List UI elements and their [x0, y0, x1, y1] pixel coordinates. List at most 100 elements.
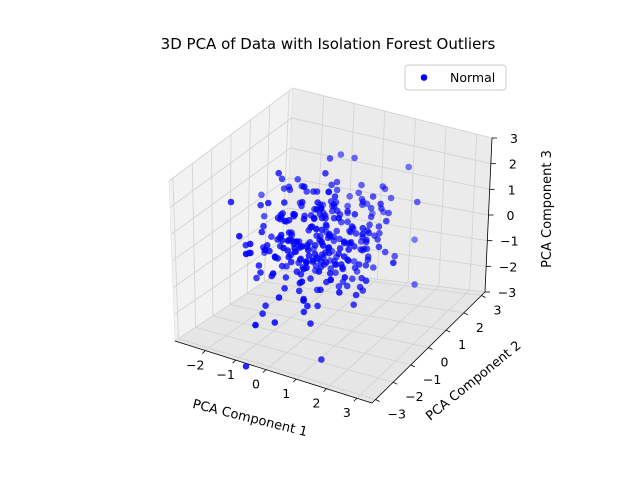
z-tick-label: 1 [508, 182, 516, 197]
scatter-point [275, 169, 283, 177]
scatter-point [351, 243, 358, 250]
z-axis-label: PCA Component 3 [540, 150, 555, 268]
scatter-point [359, 201, 366, 209]
scatter-point [310, 214, 318, 222]
y-tick-mark [428, 347, 433, 350]
scatter-point [350, 301, 358, 309]
scatter-point [333, 178, 341, 186]
scatter-point [307, 320, 314, 327]
scatter-point [344, 218, 351, 226]
x-axis-line [174, 340, 373, 404]
scatter-points [227, 151, 421, 370]
scatter-point [367, 213, 375, 221]
scatter-point [375, 223, 383, 230]
scatter-point [277, 211, 285, 219]
scatter-point [411, 236, 418, 243]
scatter-point [326, 270, 334, 277]
scatter-point [275, 294, 283, 301]
y-tick-label: 3 [493, 302, 501, 317]
grid-line-z-back [291, 117, 491, 165]
y-tick-mark [463, 312, 468, 316]
chart-title: 3D PCA of Data with Isolation Forest Out… [161, 35, 496, 53]
scatter-point [331, 193, 339, 200]
scatter-point [335, 283, 343, 290]
grid-lines [168, 87, 493, 400]
scatter-point [387, 194, 395, 202]
scatter-point [227, 198, 235, 206]
scatter-point [383, 217, 390, 225]
scatter-point [355, 261, 363, 268]
scatter-point [343, 282, 351, 290]
scatter-point [317, 286, 324, 294]
scatter-point [352, 291, 360, 299]
scatter-point [376, 229, 383, 237]
scatter-point [358, 181, 365, 189]
scatter-point [286, 186, 294, 194]
scatter-point [352, 230, 360, 237]
scatter-point [327, 276, 335, 284]
scatter-point [298, 243, 306, 250]
scatter-point [322, 221, 330, 228]
grid-line-z-left [174, 267, 286, 342]
scatter-point [367, 204, 375, 212]
x-tick-mark [323, 388, 327, 392]
scatter-point [366, 221, 373, 229]
scatter-point [282, 274, 290, 281]
scatter-point [325, 188, 333, 195]
scatter-point [348, 223, 356, 230]
x-tick-label: 1 [282, 386, 290, 401]
legend-label-normal: Normal [450, 70, 495, 85]
scatter-point [327, 198, 335, 205]
scatter-point [322, 170, 329, 177]
y-tick-mark [445, 329, 451, 333]
y-tick-label: 1 [458, 337, 466, 352]
scatter-point [259, 310, 266, 318]
scatter-point [307, 275, 314, 282]
scatter-point [318, 226, 326, 234]
scatter-point [253, 274, 260, 282]
scatter-point [325, 231, 333, 239]
scatter-point [236, 232, 243, 240]
scatter-point [385, 209, 392, 217]
scatter-point [291, 244, 298, 252]
scatter-point [369, 193, 377, 200]
scatter-point [280, 244, 287, 252]
scatter-point [337, 151, 345, 158]
grid-line-y-floor [195, 326, 394, 383]
scatter-point [330, 214, 338, 222]
scatter-point [298, 278, 306, 286]
grid-line-z-left [169, 117, 292, 209]
scatter-point [351, 211, 359, 218]
scatter-point [364, 256, 372, 264]
x-tick-mark [353, 397, 358, 402]
scatter-point [359, 224, 367, 232]
scatter-point [346, 193, 354, 200]
scatter-point [295, 287, 303, 295]
grid-line-y-floor [212, 315, 411, 366]
scatter-point [300, 297, 307, 304]
z-tick-label: 3 [510, 131, 518, 146]
scatter-point [265, 199, 272, 207]
scatter-point [336, 245, 344, 252]
scatter-point [377, 200, 384, 208]
scatter-point [285, 253, 293, 261]
scatter-point [271, 253, 279, 260]
scatter-point [278, 262, 286, 270]
scatter-point [333, 227, 341, 235]
scatter-point [290, 210, 297, 218]
scatter-point [246, 240, 254, 248]
scatter-point [325, 244, 332, 252]
scatter-point [322, 259, 330, 266]
scatter-point [349, 275, 356, 283]
z-tick-label: −3 [498, 285, 516, 300]
scatter-point [379, 183, 387, 190]
scatter-point [350, 258, 358, 265]
legend: Normal [404, 64, 507, 91]
scatter-point [314, 199, 322, 206]
scatter-point [262, 302, 269, 310]
scatter-point [317, 258, 325, 265]
y-tick-mark [481, 295, 486, 298]
scatter-point [260, 212, 268, 220]
scatter-point [362, 238, 370, 246]
